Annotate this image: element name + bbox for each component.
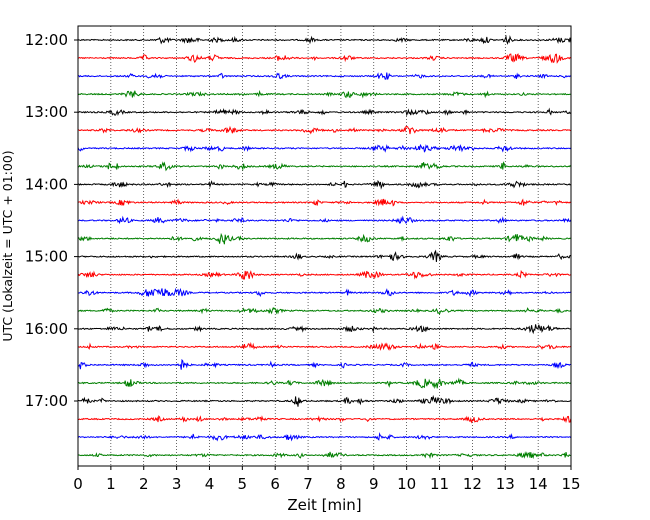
trace-line (77, 451, 571, 460)
x-tick-label: 0 (73, 475, 83, 493)
trace-lines (77, 34, 572, 460)
y-tick-label: 16:00 (25, 320, 68, 338)
plot-frame (77, 25, 572, 467)
x-axis-label: Zeit [min] (287, 496, 361, 514)
x-tick-label: 5 (238, 475, 248, 493)
trace-line (77, 377, 572, 389)
y-tick-label: 15:00 (25, 248, 68, 266)
trace-line (77, 161, 572, 172)
x-tick-label: 12 (463, 475, 482, 493)
y-tick-label: 12:00 (25, 31, 68, 49)
trace-line (77, 107, 572, 117)
trace-line (77, 269, 572, 280)
trace-line (77, 232, 571, 245)
x-tick-label: 15 (561, 475, 580, 493)
x-tick-label: 7 (303, 475, 313, 493)
trace-line (77, 89, 571, 99)
x-tick-label: 13 (496, 475, 515, 493)
x-tick-label: 14 (529, 475, 548, 493)
trace-line (77, 34, 572, 45)
x-tick-label: 2 (139, 475, 149, 493)
trace-line (77, 72, 572, 80)
x-tick-label: 1 (106, 475, 116, 493)
y-tick-label: 13:00 (25, 103, 68, 121)
trace-line (77, 198, 572, 207)
trace-line (77, 394, 572, 407)
y-tick-label: 17:00 (25, 392, 68, 410)
y-axis-ticks: 12:00 13:00 14:00 15:00 16:00 17:00 (25, 31, 78, 410)
trace-line (77, 143, 572, 153)
y-tick-label: 14:00 (25, 175, 68, 193)
trace-line (77, 432, 572, 442)
trace-line (77, 249, 571, 263)
trace-line (77, 324, 572, 335)
x-tick-label: 10 (397, 475, 416, 493)
trace-line (77, 358, 571, 370)
x-tick-label: 4 (205, 475, 215, 493)
trace-line (77, 125, 571, 135)
x-tick-label: 11 (430, 475, 449, 493)
x-tick-label: 6 (270, 475, 280, 493)
y-axis-label: UTC (Lokalzeit = UTC + 01:00) (0, 150, 15, 341)
trace-line (77, 287, 571, 298)
vertical-grid-lines (110, 26, 539, 466)
trace-line (77, 53, 572, 64)
x-axis-ticks: 0 1 2 3 4 5 6 7 8 9 10 11 12 13 14 15 (73, 466, 581, 493)
trace-line (77, 215, 572, 225)
x-tick-label: 9 (369, 475, 379, 493)
trace-line (77, 179, 571, 190)
trace-line (77, 415, 572, 424)
trace-line (77, 341, 571, 351)
trace-line (77, 306, 572, 316)
x-tick-label: 3 (172, 475, 182, 493)
x-tick-label: 8 (336, 475, 346, 493)
